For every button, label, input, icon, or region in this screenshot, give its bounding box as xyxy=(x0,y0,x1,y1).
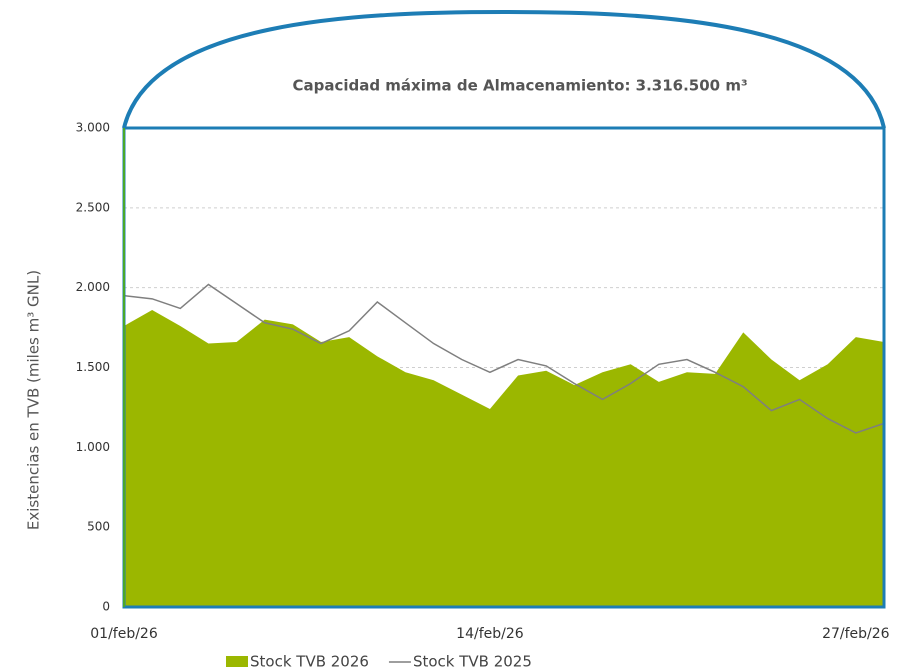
y-tick-label: 1.000 xyxy=(76,440,110,454)
y-tick-label: 3.000 xyxy=(76,121,110,135)
y-tick-label: 2.500 xyxy=(76,200,110,214)
area xyxy=(124,310,884,607)
capacity-dome xyxy=(122,9,886,129)
x-tick-label: 14/feb/26 xyxy=(456,626,524,642)
capacity-annotation: Capacidad máxima de Almacenamiento: 3.31… xyxy=(292,77,747,95)
line xyxy=(123,283,885,434)
legend-swatch xyxy=(226,656,248,667)
y-tick-label: 500 xyxy=(87,520,110,534)
plot xyxy=(123,127,885,608)
y-tick-label: 0 xyxy=(102,600,110,614)
y-tick-label: 2.000 xyxy=(76,280,110,294)
x-tick-label: 01/feb/26 xyxy=(90,626,158,642)
y-tick-label: 1.500 xyxy=(76,360,110,374)
y-axis-label: Existencias en TVB (miles m³ GNL) xyxy=(25,270,43,530)
x-tick-label: 27/feb/26 xyxy=(822,626,890,642)
legend-label: Stock TVB 2026 xyxy=(250,653,369,671)
legend-label: Stock TVB 2025 xyxy=(413,653,532,671)
